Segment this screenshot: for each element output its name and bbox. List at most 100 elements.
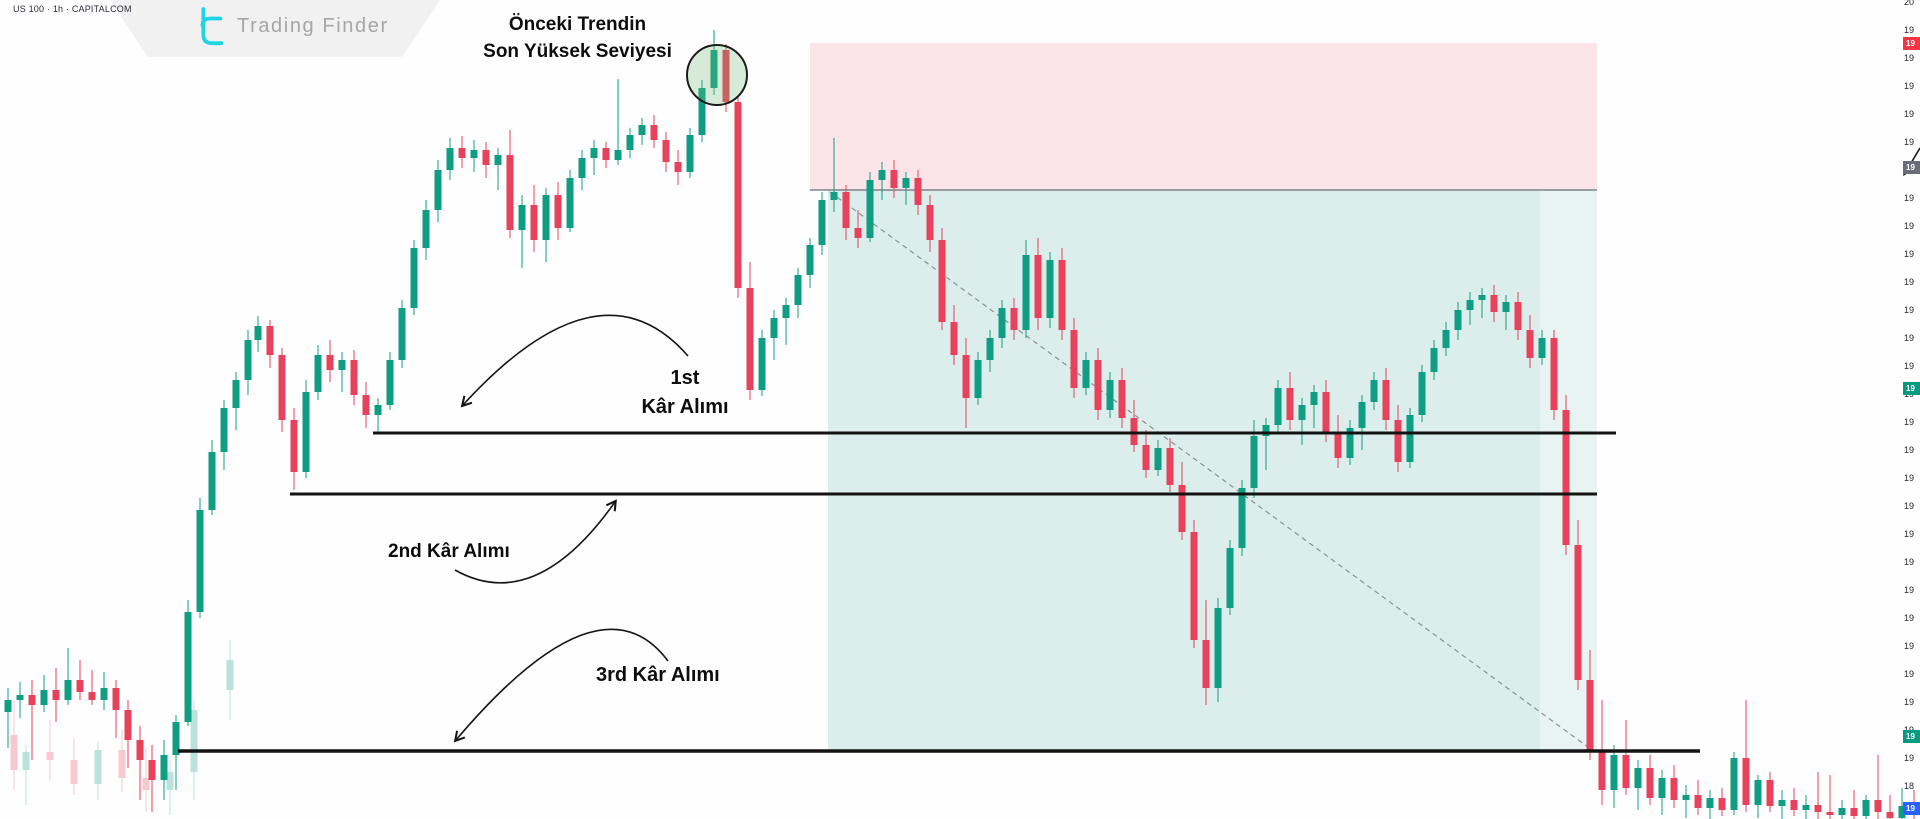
candle [166, 760, 174, 815]
candle [650, 115, 658, 148]
candle-body [458, 148, 466, 158]
candle-body [374, 405, 382, 415]
candle [1406, 408, 1414, 468]
tp3-arrow[interactable] [453, 628, 669, 743]
candle [494, 148, 502, 190]
candle [1562, 395, 1570, 555]
price-tick-label: 19 [1904, 697, 1915, 707]
tp1-label-line1: 1st [670, 367, 700, 389]
candle-body [1610, 755, 1618, 790]
candle [124, 700, 132, 768]
candle-body [166, 772, 174, 790]
candle [734, 96, 742, 298]
candle [160, 740, 168, 800]
prev-high-circle[interactable] [686, 44, 748, 106]
candle-body [142, 778, 150, 790]
candle-body [244, 340, 252, 380]
candle [806, 238, 814, 288]
candle-body [1214, 608, 1222, 688]
candle [1634, 760, 1642, 810]
candle [1046, 252, 1054, 328]
candle-body [566, 178, 574, 228]
supply-zone[interactable] [810, 43, 1597, 190]
reaction-zone[interactable] [828, 190, 1597, 751]
candle-body [1394, 420, 1402, 462]
descending-trendline[interactable] [829, 191, 1593, 751]
candle [1514, 292, 1522, 340]
candle [1826, 775, 1834, 819]
candle [566, 170, 574, 232]
candle [1550, 330, 1558, 420]
candle-body [986, 338, 994, 360]
candle-body [112, 688, 120, 710]
candle-body [1322, 392, 1330, 432]
candle [244, 330, 252, 395]
candle-body [1862, 800, 1870, 816]
candle-body [1058, 260, 1066, 330]
candle-body [482, 150, 490, 165]
candle-body [350, 360, 358, 395]
candle-body [1442, 330, 1450, 348]
tp1-label[interactable]: 1st Kâr Alımı [615, 364, 755, 422]
candle [1502, 295, 1510, 330]
tp2-label[interactable]: 2nd Kâr Alımı [388, 541, 510, 562]
price-badge: 19 [1903, 37, 1920, 50]
candle [422, 200, 430, 260]
candle-body [674, 162, 682, 172]
candle [1142, 430, 1150, 478]
symbol-ticker[interactable]: US 100 · 1h · CAPITALCOM [13, 4, 132, 14]
candle-body [410, 248, 418, 308]
candlestick-series [4, 30, 1918, 819]
candle [266, 320, 274, 368]
candle [112, 680, 120, 738]
candle-body [926, 205, 934, 240]
candle-body [746, 288, 754, 390]
candle [196, 498, 204, 618]
price-tick-label: 19 [1904, 81, 1915, 91]
candle [998, 300, 1006, 348]
candle [1574, 520, 1582, 690]
candle-body [1670, 778, 1678, 800]
candle [208, 440, 216, 515]
tp2-arrow[interactable] [454, 499, 617, 584]
prev-trend-high-label[interactable]: Önceki Trendin Son Yüksek Seviyesi [420, 11, 735, 65]
candle [1766, 772, 1774, 812]
candle-body [1754, 780, 1762, 805]
candle [1382, 368, 1390, 430]
candle-body [866, 180, 874, 238]
candle-body [602, 148, 610, 160]
candle-body [88, 692, 96, 700]
candle-body [974, 360, 982, 398]
candle [70, 738, 78, 795]
price-badge: 19 [1903, 382, 1920, 395]
tp1-arrow[interactable] [460, 314, 689, 408]
candle [172, 715, 180, 790]
candle-body [1694, 795, 1702, 808]
candle-body [1850, 808, 1858, 816]
candle [674, 150, 682, 185]
candle-body [160, 755, 168, 780]
price-tick-label: 19 [1904, 25, 1915, 35]
candle-body [506, 155, 514, 230]
candle-body [710, 50, 718, 88]
candle-body [698, 88, 706, 135]
candle-body [1238, 488, 1246, 548]
candle [1850, 790, 1858, 819]
price-tick-label: 19 [1904, 557, 1915, 567]
candle-body [1022, 255, 1030, 330]
candle-body [1382, 380, 1390, 420]
candle [1694, 780, 1702, 815]
candle-body [184, 612, 192, 722]
candle [1718, 788, 1726, 816]
candle-body [1298, 405, 1306, 420]
tp3-label[interactable]: 3rd Kâr Alımı [596, 664, 720, 686]
candle-body [1262, 425, 1270, 436]
candle [350, 350, 358, 405]
candle [1526, 315, 1534, 368]
candle-body [398, 308, 406, 360]
candle [64, 648, 72, 705]
candle [290, 408, 298, 490]
candle-body [1826, 812, 1834, 815]
